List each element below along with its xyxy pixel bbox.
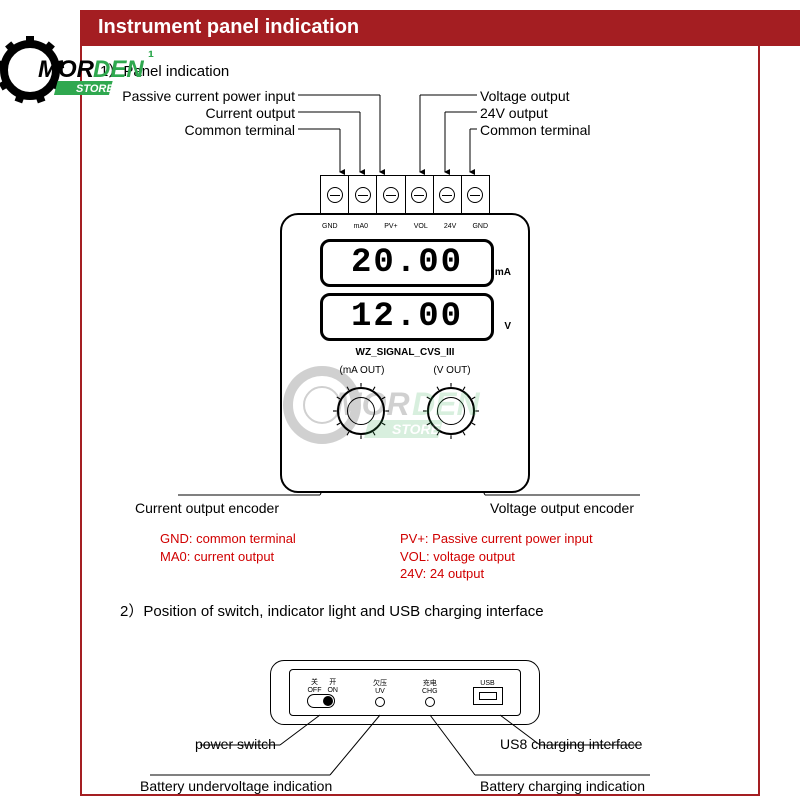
terminal-5 [434,176,462,214]
svg-text:STORE: STORE [76,83,114,95]
callout-current-output: Current output [70,105,295,121]
terminal-1 [321,176,349,214]
pin-label: mA0 [354,223,368,230]
callout-uv: Battery undervoltage indication [140,778,332,794]
chg-led [425,697,435,707]
watermark-logo: MOR DEN STORE [280,360,540,450]
svg-text:STORE: STORE [392,421,441,437]
uv-led [375,697,385,707]
callout-usb: US8 charging interface [500,736,642,752]
usb-port[interactable] [473,687,503,705]
header-bar: Instrument panel indication [80,10,800,46]
pin-label: 24V [444,223,456,230]
callout-24v-output: 24V output [480,105,548,121]
model-label: WZ_SIGNAL_CVS_III [282,347,528,358]
terminal-2 [349,176,377,214]
terminal-4 [406,176,434,214]
label-current-encoder: Current output encoder [135,500,279,516]
callout-power-switch: power switch [195,736,276,752]
svg-text:DEN: DEN [412,386,480,422]
power-switch-group: 关OFF 开ON [307,677,338,708]
callout-chg: Battery charging indication [480,778,645,794]
terminal-block [320,175,490,215]
label-voltage-encoder: Voltage output encoder [490,500,634,516]
callout-common-terminal-l: Common terminal [70,122,295,138]
lcd-voltage: 12.00 V [320,293,494,341]
svg-text:¹: ¹ [148,47,154,67]
legend-left: GND: common terminal MA0: current output [160,530,296,565]
pin-label: PV+ [384,223,397,230]
lcd-current: 20.00 mA [320,239,494,287]
pin-label: VOL [414,223,428,230]
terminal-6 [462,176,489,214]
terminal-3 [377,176,405,214]
pin-label: GND [322,223,338,230]
device-body: GND mA0 PV+ VOL 24V GND 20.00 mA 12.00 V… [280,213,530,493]
chg-led-group: 充电CHG [422,678,438,707]
usb-group: USB [473,680,503,705]
svg-text:MOR: MOR [335,386,410,422]
pin-labels-row: GND mA0 PV+ VOL 24V GND [322,223,488,230]
callout-common-terminal-r: Common terminal [480,122,590,138]
callout-voltage-output: Voltage output [480,88,570,104]
lcd-unit-v: V [504,321,511,332]
bottom-panel: 关OFF 开ON 欠压UV 充电CHG USB [270,660,540,725]
bottom-panel-inner: 关OFF 开ON 欠压UV 充电CHG USB [289,669,521,716]
brand-logo: MOR DEN STORE ¹ [0,35,170,105]
power-switch[interactable] [307,694,335,708]
uv-led-group: 欠压UV [373,678,387,707]
svg-text:DEN: DEN [93,56,144,83]
svg-text:MOR: MOR [38,56,95,83]
pin-label: GND [472,223,488,230]
section-2-label: 2）Position of switch, indicator light an… [120,600,544,621]
legend-right: PV+: Passive current power input VOL: vo… [400,530,593,583]
lcd-unit-ma: mA [495,267,511,278]
